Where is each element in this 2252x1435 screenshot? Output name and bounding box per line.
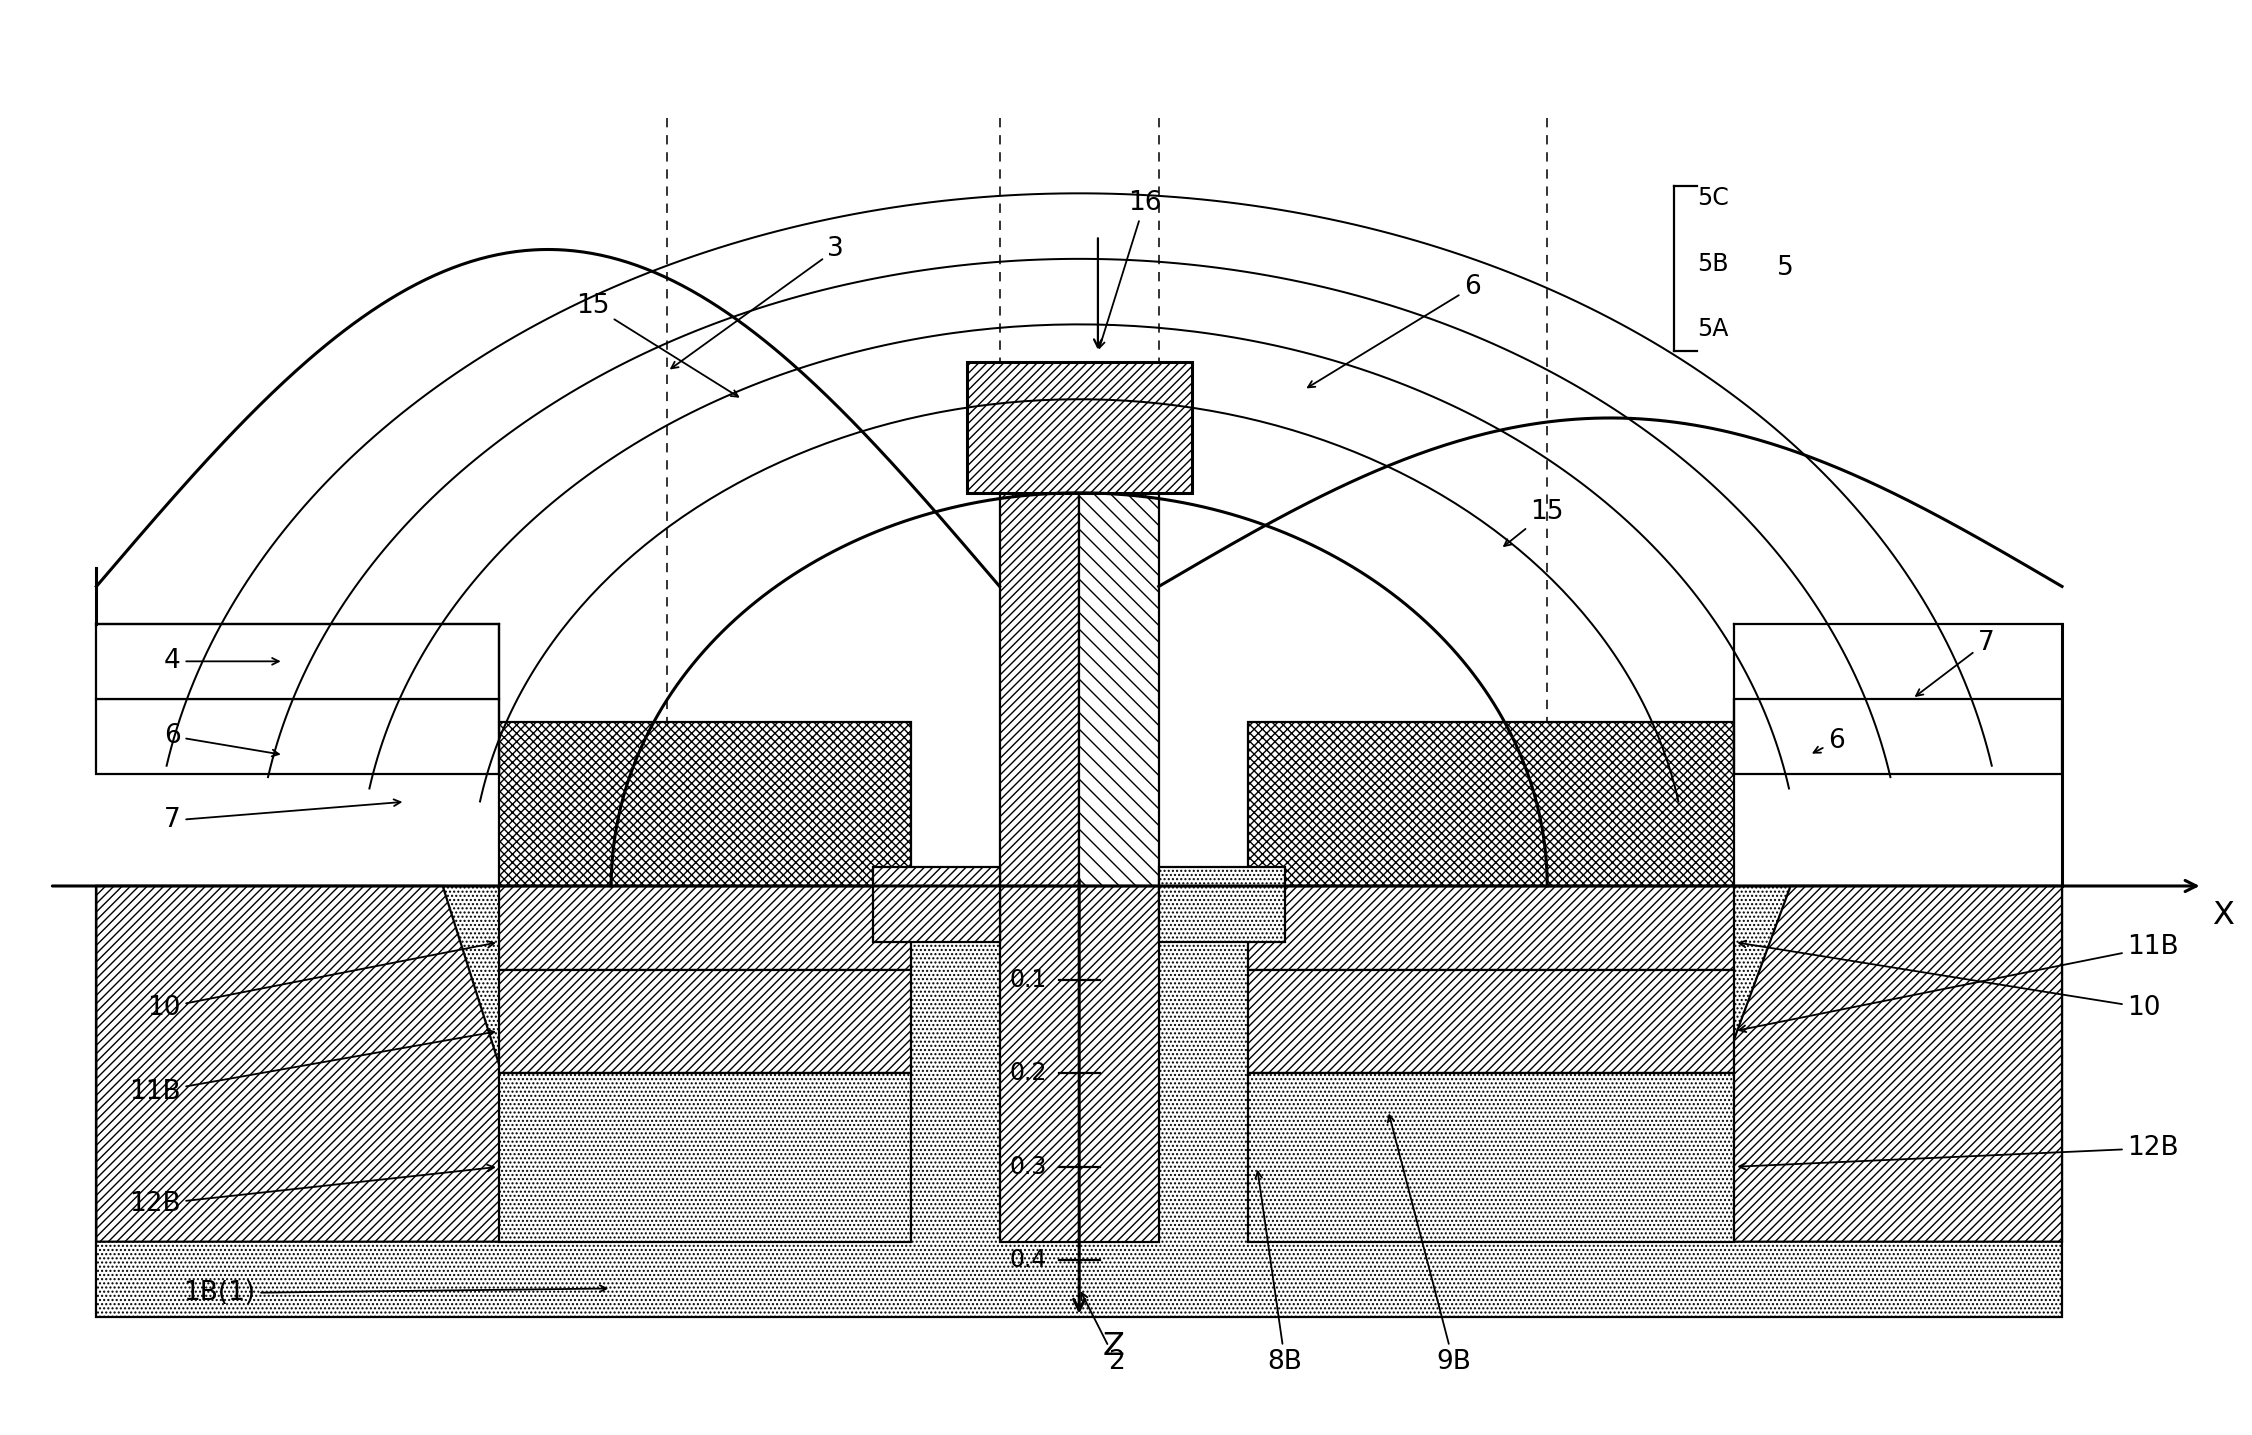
Bar — [874, 867, 1000, 943]
Bar — [500, 1073, 910, 1241]
Bar — [1248, 1073, 1734, 1241]
Bar — [500, 722, 910, 885]
Text: 6: 6 — [164, 723, 279, 756]
Bar — [1000, 492, 1079, 885]
Text: 15: 15 — [1504, 498, 1563, 547]
Text: 11B: 11B — [1739, 934, 2180, 1032]
Text: 6: 6 — [1813, 728, 1844, 753]
Bar — [1248, 885, 1734, 970]
Text: X: X — [2211, 900, 2234, 931]
Text: 9B: 9B — [1387, 1115, 1471, 1375]
Bar — [1248, 970, 1734, 1073]
Text: 11B: 11B — [128, 1030, 493, 1105]
Text: 7: 7 — [1916, 630, 1995, 696]
Text: 10: 10 — [1739, 941, 2162, 1020]
Bar — [1248, 722, 1734, 885]
Text: 2: 2 — [1081, 1293, 1126, 1375]
Bar — [1734, 699, 2063, 773]
Bar — [500, 970, 910, 1073]
Text: 3: 3 — [671, 237, 844, 369]
Bar — [500, 885, 910, 970]
Bar — [1160, 867, 1286, 943]
Text: 5B: 5B — [1698, 251, 1730, 276]
Text: 8B: 8B — [1254, 1171, 1302, 1375]
Bar — [97, 624, 500, 699]
Text: 15: 15 — [577, 293, 739, 396]
Bar — [97, 885, 2063, 1316]
Text: 6: 6 — [1308, 274, 1482, 387]
Text: 16: 16 — [1099, 189, 1162, 347]
Text: 5A: 5A — [1698, 317, 1727, 342]
Text: 5C: 5C — [1698, 187, 1730, 210]
Text: 5: 5 — [1777, 255, 1793, 281]
Bar — [97, 699, 500, 773]
Polygon shape — [97, 885, 554, 1241]
Text: 0.3: 0.3 — [1009, 1155, 1047, 1178]
Bar — [966, 362, 1191, 492]
Text: 10: 10 — [146, 941, 493, 1020]
Text: 1B(1): 1B(1) — [182, 1280, 606, 1306]
Text: Z: Z — [1103, 1330, 1124, 1362]
Polygon shape — [1660, 885, 2063, 1241]
Text: 0.2: 0.2 — [1009, 1062, 1047, 1085]
Text: 0.1: 0.1 — [1009, 967, 1047, 992]
Text: 7: 7 — [164, 799, 401, 834]
Bar — [1079, 492, 1160, 885]
Text: 12B: 12B — [128, 1165, 493, 1217]
Text: 12B: 12B — [1739, 1135, 2180, 1170]
Text: 4: 4 — [164, 649, 279, 674]
Text: 0.4: 0.4 — [1009, 1248, 1047, 1273]
Bar — [1000, 885, 1160, 1241]
